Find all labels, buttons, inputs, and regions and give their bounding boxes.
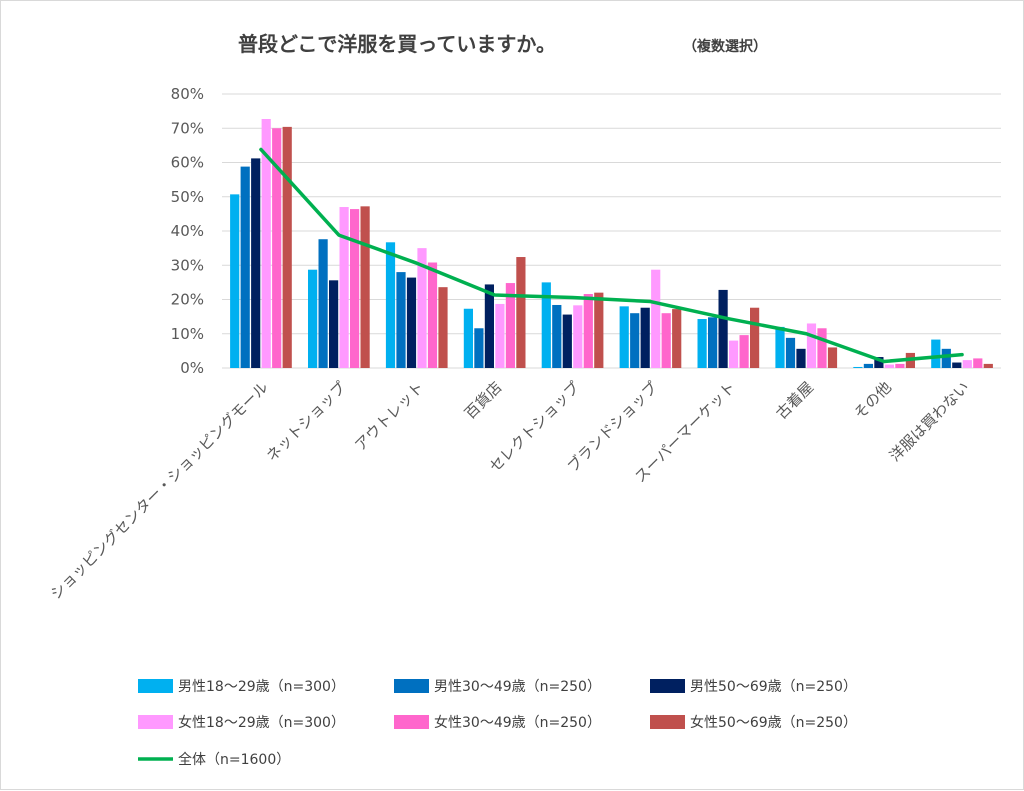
bar (308, 269, 318, 368)
x-tick-label: 百貨店 (461, 378, 506, 423)
bar (261, 119, 271, 368)
y-tick-label: 0% (180, 359, 204, 377)
y-axis-ticks: 0% 10% 20% 30% 40% 50% 60% 70% 80% (171, 85, 204, 377)
bar (785, 337, 796, 368)
x-tick-label: ネットショップ (263, 378, 350, 465)
legend-label: 男性18〜29歳（n=300） (178, 679, 345, 695)
x-tick-label: 洋服は買わない (886, 378, 973, 465)
bar (739, 335, 749, 368)
bar (973, 358, 983, 368)
bar (230, 194, 240, 368)
bar (240, 166, 250, 368)
bar (282, 126, 292, 368)
bar (251, 158, 261, 368)
bar (541, 282, 551, 368)
bar (983, 363, 993, 368)
legend-swatch (650, 679, 685, 693)
legend-label: 全体（n=1600） (178, 751, 290, 768)
bar (619, 306, 629, 368)
bar (697, 319, 707, 368)
legend-swatch (138, 679, 173, 693)
bar (484, 284, 494, 368)
y-tick-label: 70% (171, 119, 204, 137)
legend-label: 女性18〜29歳（n=300） (178, 714, 345, 731)
total-line-path (259, 147, 964, 364)
bar (516, 257, 526, 368)
bar (750, 307, 760, 368)
legend-label: 男性30〜49歳（n=250） (434, 679, 601, 695)
bar (640, 307, 650, 368)
bar (318, 239, 328, 368)
legend-label: 女性50〜69歳（n=250） (690, 714, 857, 731)
bar (952, 362, 962, 368)
y-tick-label: 20% (171, 291, 204, 309)
bar (360, 206, 370, 368)
bar (630, 313, 640, 368)
bar (350, 209, 360, 368)
bar (853, 366, 863, 368)
bar (863, 363, 873, 368)
bar (884, 364, 894, 368)
legend-swatch (394, 715, 429, 729)
y-tick-label: 50% (171, 188, 204, 206)
bar (583, 294, 593, 368)
x-tick-label: 古着屋 (773, 378, 818, 423)
chart-subtitle: （複数選択） (683, 38, 767, 55)
bar (505, 283, 515, 368)
bar (817, 328, 827, 368)
bar (931, 339, 941, 368)
legend: 男性18〜29歳（n=300） 男性30〜49歳（n=250） 男性50〜69歳（n… (138, 679, 857, 768)
bar (651, 269, 661, 368)
gridlines (222, 93, 1001, 369)
bar (941, 348, 951, 368)
bar (874, 357, 884, 368)
chart-title: 普段どこで洋服を買っていますか。 (238, 32, 556, 56)
bar (729, 340, 739, 368)
y-tick-label: 10% (171, 325, 204, 343)
legend-swatch (650, 715, 685, 729)
bar (661, 313, 671, 368)
bar (463, 308, 473, 368)
y-tick-label: 40% (171, 222, 204, 240)
bar (396, 272, 406, 368)
bar (806, 323, 817, 368)
bar (474, 328, 484, 368)
bar (272, 128, 282, 368)
bar (329, 280, 339, 368)
bar (417, 248, 427, 368)
bar (385, 242, 396, 368)
bar (594, 292, 604, 368)
legend-swatch (394, 679, 429, 693)
legend-swatch (138, 715, 173, 729)
total-line (259, 147, 964, 364)
bar (339, 207, 349, 368)
y-tick-label: 30% (171, 256, 204, 274)
bar (895, 363, 905, 368)
bar (552, 304, 562, 368)
legend-label: 男性50〜69歳（n=250） (690, 679, 857, 695)
bar (672, 309, 682, 368)
bar (718, 289, 728, 368)
bar (495, 303, 505, 368)
bar (562, 314, 572, 368)
bars (230, 119, 993, 368)
bar (573, 305, 583, 368)
bar (796, 348, 806, 368)
y-tick-label: 60% (171, 154, 204, 172)
bar (438, 287, 448, 368)
legend-label: 女性30〜49歳（n=250） (434, 714, 601, 731)
y-tick-label: 80% (171, 85, 204, 103)
x-tick-label: アウトレット (351, 378, 427, 454)
bar (775, 326, 785, 368)
bar (406, 277, 417, 368)
bar (708, 317, 718, 368)
x-tick-label: ショッピングセンター・ショッピングモール (47, 378, 272, 603)
bar (427, 262, 438, 368)
bar (827, 347, 838, 368)
bar (962, 360, 972, 368)
x-tick-label: その他 (850, 378, 895, 423)
